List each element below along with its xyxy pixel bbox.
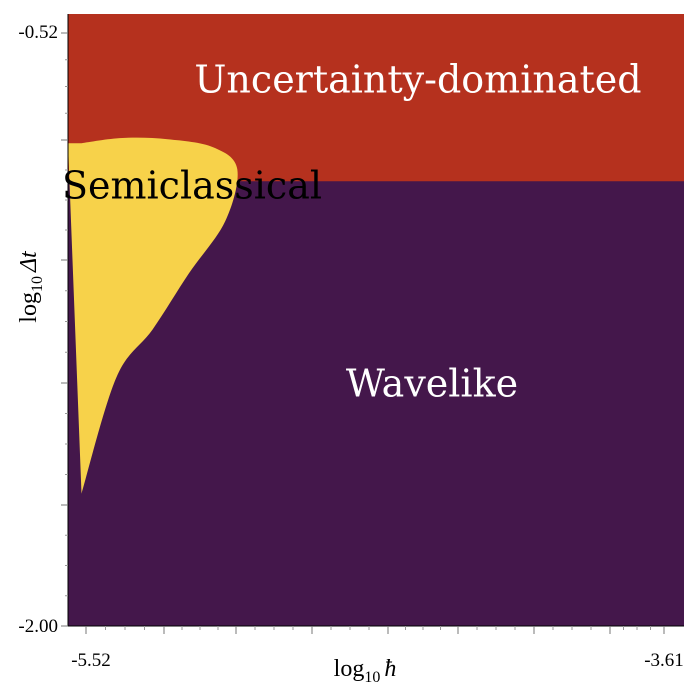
region-semiclassical [68, 137, 238, 494]
x-tick-label-min: -5.52 [71, 650, 111, 671]
label-semiclassical: Semiclassical [62, 164, 322, 208]
y-tick-label-min: -2.00 [18, 616, 58, 637]
label-wavelike: Wavelike [346, 362, 518, 406]
y-tick-label-max: -0.52 [18, 22, 58, 43]
x-tick-label-max: -3.61 [644, 650, 684, 671]
y-axis-title: log10Δt [16, 250, 46, 323]
x-axis-title: log10 ħ [334, 656, 397, 686]
label-uncertainty-dominated: Uncertainty-dominated [194, 58, 641, 102]
